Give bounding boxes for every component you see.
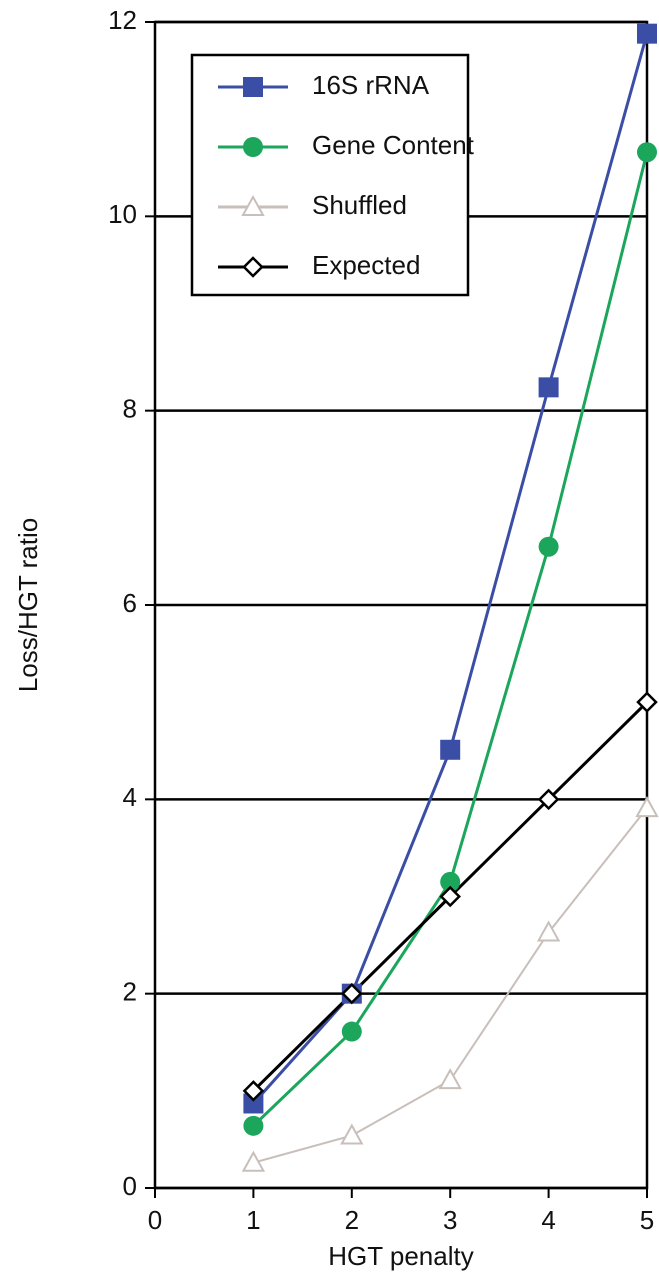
series-line	[252, 151, 649, 1127]
x-tick-label: 4	[541, 1205, 555, 1235]
y-tick-label: 8	[123, 394, 137, 424]
marker	[538, 377, 559, 398]
y-tick-label: 4	[123, 782, 137, 812]
marker	[439, 885, 461, 908]
marker	[537, 788, 560, 811]
marker	[241, 1150, 266, 1172]
marker	[243, 1093, 264, 1114]
marker	[340, 1123, 364, 1145]
y-axis-label: Loss/HGT ratio	[13, 518, 43, 692]
x-tick-label: 3	[443, 1205, 457, 1235]
marker	[637, 23, 657, 44]
marker	[243, 1115, 264, 1136]
x-axis-label: HGT penalty	[328, 1241, 473, 1271]
legend-label: Shuffled	[312, 190, 407, 220]
legend-label: Gene Content	[312, 130, 475, 160]
marker	[242, 1080, 265, 1102]
marker	[242, 256, 264, 278]
x-tick-label: 2	[345, 1205, 359, 1235]
y-tick-label: 12	[108, 5, 137, 35]
y-tick-label: 2	[123, 977, 137, 1007]
marker	[636, 691, 658, 713]
y-tick-label: 10	[108, 199, 137, 229]
legend-label: 16S rRNA	[312, 70, 430, 100]
y-tick-label: 6	[123, 588, 137, 618]
marker	[536, 920, 561, 942]
marker	[538, 536, 559, 557]
marker	[341, 1021, 362, 1042]
legend-box	[190, 53, 470, 297]
x-tick-label: 0	[148, 1205, 162, 1235]
y-tick-label: 0	[123, 1171, 137, 1201]
marker	[241, 194, 265, 216]
marker	[341, 982, 363, 1005]
legend-label: Expected	[312, 250, 420, 280]
marker	[635, 796, 659, 818]
marker	[438, 1068, 462, 1090]
x-tick-label: 5	[640, 1205, 654, 1235]
plot-frame	[153, 20, 649, 1190]
series-line	[253, 807, 648, 1164]
x-tick-label: 1	[246, 1205, 260, 1235]
marker	[440, 739, 461, 760]
marker	[637, 142, 657, 163]
marker	[243, 77, 263, 97]
marker	[440, 871, 461, 892]
marker	[243, 137, 263, 157]
